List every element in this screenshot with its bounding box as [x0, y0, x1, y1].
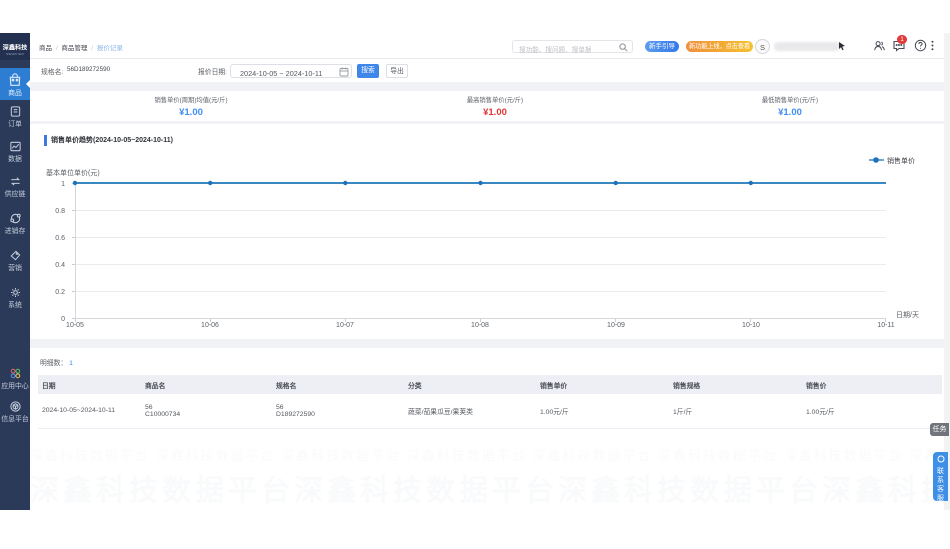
svg-text:日期/天: 日期/天 [896, 311, 919, 319]
svg-text:0.4: 0.4 [55, 262, 65, 269]
svg-text:10-06: 10-06 [201, 322, 219, 329]
svg-text:0.2: 0.2 [55, 289, 65, 296]
svg-text:0.8: 0.8 [55, 208, 65, 215]
svg-text:销售单价: 销售单价 [887, 156, 915, 165]
svg-text:10-08: 10-08 [471, 322, 489, 329]
svg-text:10-07: 10-07 [336, 322, 354, 329]
svg-text:10-09: 10-09 [607, 322, 625, 329]
svg-text:1: 1 [61, 181, 65, 188]
svg-text:10-11: 10-11 [877, 322, 894, 329]
svg-text:10-10: 10-10 [742, 322, 760, 329]
svg-text:0.6: 0.6 [55, 235, 65, 242]
svg-text:10-05: 10-05 [66, 322, 84, 329]
svg-text:基本单位单价(元): 基本单位单价(元) [46, 168, 100, 177]
svg-text:0: 0 [61, 316, 65, 323]
